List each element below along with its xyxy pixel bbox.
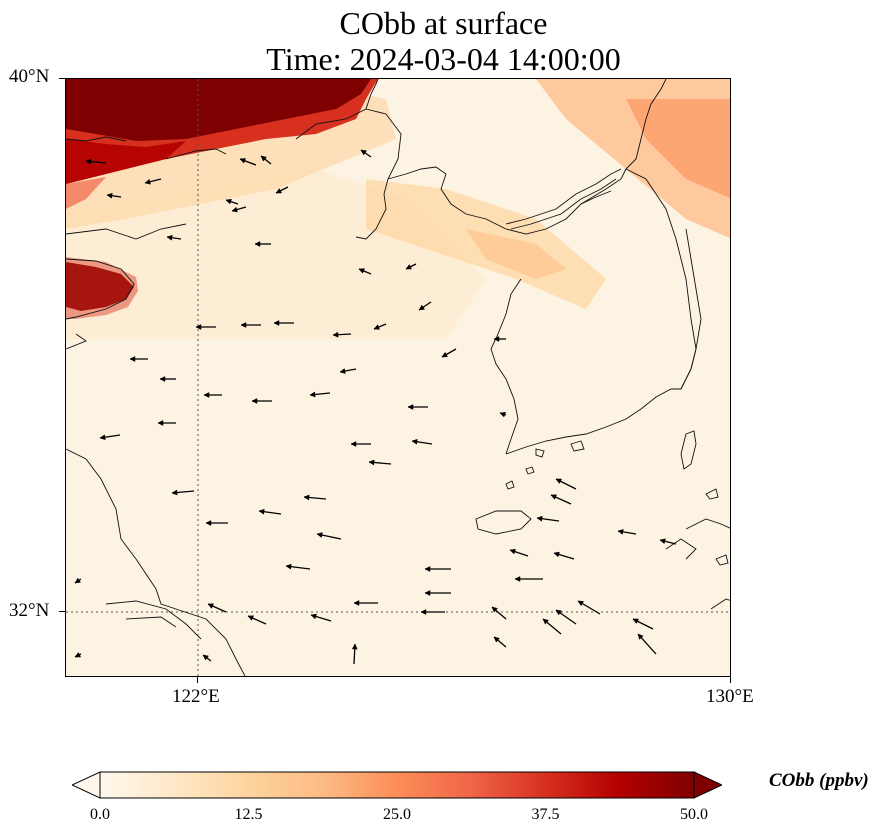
wind-arrow-head bbox=[251, 398, 258, 404]
lon-label-122e: 122°E bbox=[172, 686, 220, 707]
lon-label-130e: 130°E bbox=[706, 686, 754, 707]
wind-arrow-head bbox=[316, 532, 323, 538]
lat-label-40n: 40°N bbox=[9, 66, 50, 87]
plume-shandong-core bbox=[66, 262, 134, 311]
wind-arrow-head bbox=[207, 603, 214, 609]
wind-arrow-head bbox=[157, 420, 164, 426]
plume-northwest-edge bbox=[66, 139, 186, 184]
wind-arrow-head bbox=[247, 615, 254, 621]
plume-northeast-core bbox=[626, 99, 730, 199]
colorbar-tick-0: 0.0 bbox=[90, 806, 110, 823]
wind-arrow-head bbox=[632, 618, 639, 624]
wind-arrow-head bbox=[275, 188, 282, 194]
wind-arrow-head bbox=[491, 606, 498, 613]
wind-arrow-head bbox=[285, 563, 292, 570]
wind-arrow-head bbox=[617, 528, 624, 535]
wind-arrow-head bbox=[550, 494, 557, 500]
wind-arrow-head bbox=[339, 368, 346, 374]
wind-arrow-head bbox=[441, 351, 448, 358]
wind-arrow-head bbox=[166, 234, 173, 241]
map-canvas bbox=[66, 79, 730, 676]
wind-arrow-head bbox=[509, 548, 516, 555]
colorbar-tick-4: 50.0 bbox=[680, 806, 708, 823]
lat-label-32n: 32°N bbox=[9, 600, 50, 621]
plume-korea-bay-core bbox=[466, 229, 566, 279]
wind-vectors bbox=[74, 149, 677, 665]
wind-arrow-head bbox=[240, 322, 247, 328]
wind-arrow-head bbox=[424, 590, 431, 596]
map-title-line1: CObb at surface bbox=[339, 5, 548, 41]
wind-arrow-head bbox=[420, 609, 427, 615]
wind-arrow-head bbox=[332, 331, 339, 338]
wind-arrow-head bbox=[659, 538, 666, 545]
wind-arrow-head bbox=[106, 192, 113, 199]
wind-arrow-head bbox=[205, 520, 212, 526]
wind-arrow-head bbox=[514, 576, 521, 582]
colorbar-body bbox=[99, 771, 695, 799]
plume-shandong-outer bbox=[66, 257, 138, 319]
wind-arrow-head bbox=[225, 198, 232, 205]
wind-arrow-head bbox=[360, 149, 367, 156]
wind-arrow-head bbox=[303, 494, 310, 501]
wind-arrow-head bbox=[555, 609, 562, 616]
wind-arrow-head bbox=[85, 158, 92, 165]
wind-arrow-head bbox=[411, 438, 418, 445]
colorbar-extend-low bbox=[72, 771, 101, 799]
wind-arrow-head bbox=[368, 459, 375, 466]
wind-arrow-head bbox=[129, 356, 136, 362]
wind-arrow-head bbox=[350, 441, 357, 447]
colorbar-extend-high bbox=[693, 771, 722, 799]
wind-arrow-head bbox=[577, 600, 584, 607]
wind-arrow-head bbox=[418, 304, 425, 311]
colorbar-tick-3: 37.5 bbox=[531, 806, 560, 823]
wind-arrow-head bbox=[74, 577, 81, 584]
wind-arrow-head bbox=[99, 434, 106, 441]
colorbar-title: CObb (ppbv) bbox=[769, 770, 869, 791]
wind-arrow-head bbox=[195, 324, 202, 330]
wind-arrow-head bbox=[254, 241, 261, 247]
colorbar bbox=[72, 771, 722, 799]
wind-arrow-head bbox=[74, 652, 81, 658]
wind-arrow-head bbox=[373, 324, 380, 330]
wind-arrow-head bbox=[405, 264, 412, 270]
wind-arrow-head bbox=[353, 600, 360, 606]
wind-arrow-head bbox=[258, 508, 265, 515]
wind-arrow-head bbox=[159, 376, 166, 382]
coastlines bbox=[66, 79, 730, 676]
colorbar-tick-2: 25.0 bbox=[383, 806, 411, 823]
wind-arrow-head bbox=[351, 643, 358, 650]
wind-arrow-head bbox=[239, 158, 246, 164]
wind-arrow-head bbox=[637, 633, 644, 640]
wind-arrow-head bbox=[260, 155, 267, 162]
map-title-line2: Time: 2024-03-04 14:00:00 bbox=[266, 41, 621, 77]
lon-tick-130e bbox=[730, 677, 731, 683]
wind-arrow-head bbox=[310, 613, 317, 620]
lon-tick-122e bbox=[197, 677, 198, 683]
wind-arrow-head bbox=[203, 392, 210, 398]
wind-arrow-head bbox=[171, 489, 178, 496]
lat-tick-32n bbox=[59, 611, 65, 612]
wind-arrow-head bbox=[493, 336, 500, 342]
wind-arrow-head bbox=[553, 551, 560, 558]
wind-arrow-head bbox=[424, 566, 431, 572]
colorbar-tick-1: 12.5 bbox=[234, 806, 263, 823]
lat-tick-40n bbox=[59, 78, 65, 79]
wind-arrow-head bbox=[202, 654, 209, 661]
wind-arrow-head bbox=[358, 268, 365, 274]
map-panel bbox=[65, 78, 731, 677]
wind-arrow-head bbox=[309, 391, 316, 398]
wind-arrow-head bbox=[407, 404, 414, 410]
wind-arrow-head bbox=[273, 320, 280, 326]
wind-arrow-head bbox=[144, 178, 151, 185]
wind-arrow-head bbox=[493, 636, 500, 643]
wind-arrow-head bbox=[231, 206, 238, 213]
wind-arrow-head bbox=[555, 478, 562, 484]
plume-northwest-fringe bbox=[66, 177, 106, 209]
plume-northwest-core bbox=[66, 79, 371, 141]
wind-arrow-head bbox=[499, 411, 506, 418]
wind-arrow-head bbox=[542, 618, 549, 625]
wind-arrow-head bbox=[536, 515, 543, 522]
